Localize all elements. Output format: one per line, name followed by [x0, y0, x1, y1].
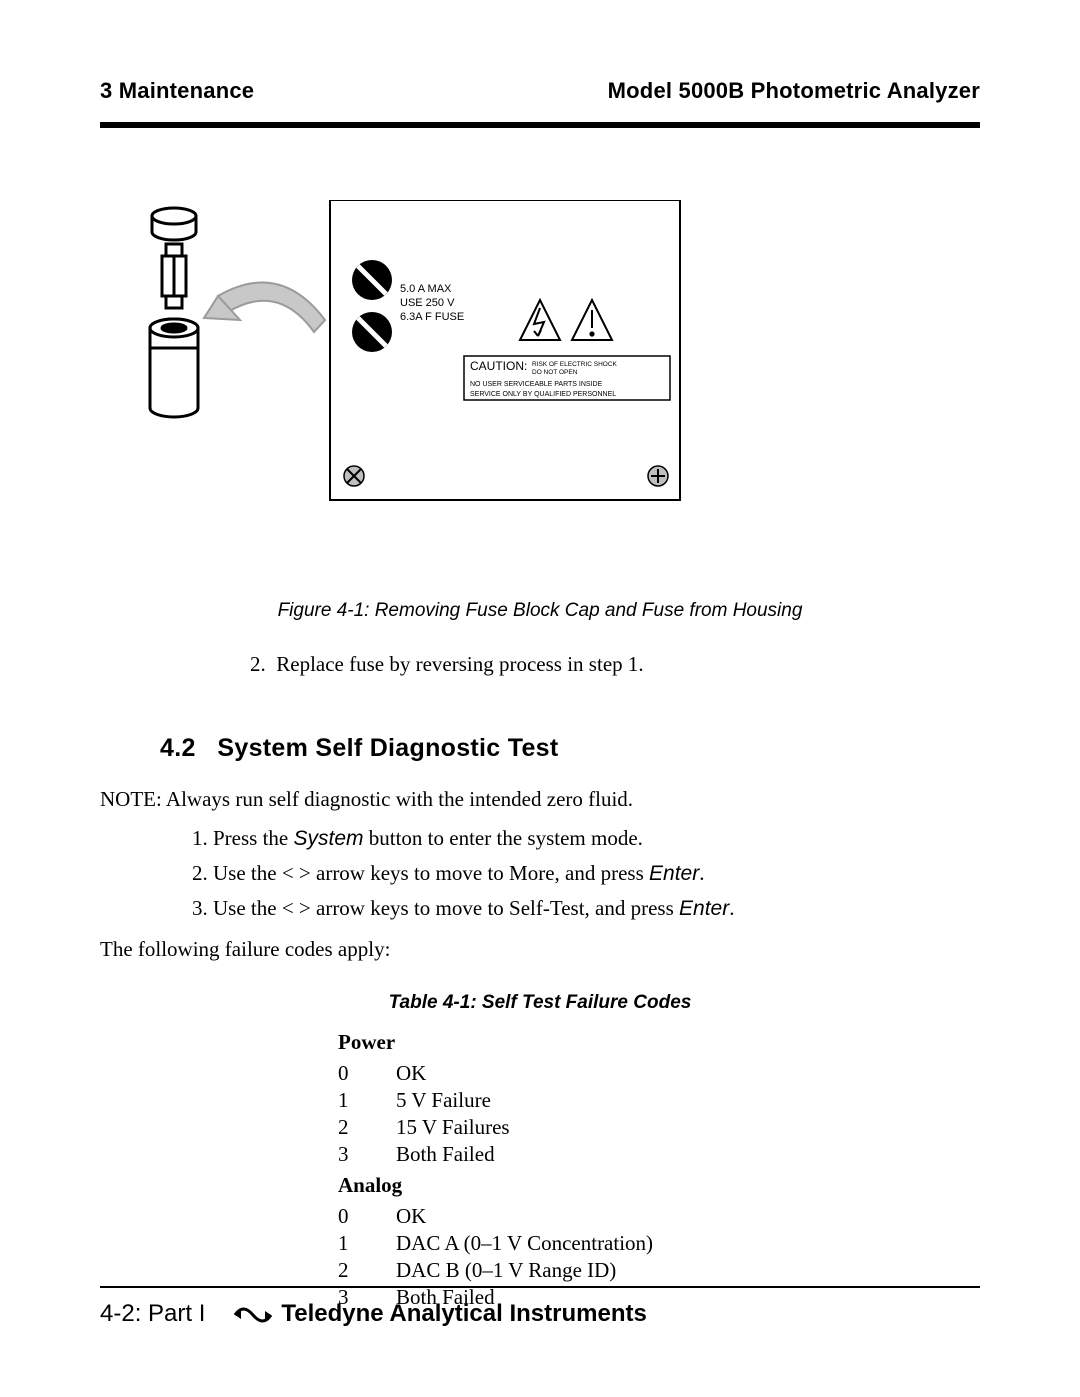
- header-rule: [100, 122, 980, 128]
- step-2: 2. Replace fuse by reversing process in …: [250, 650, 980, 678]
- figure-caption: Figure 4-1: Removing Fuse Block Cap and …: [100, 600, 980, 622]
- panel-label-1: 5.0 A MAX: [400, 283, 452, 295]
- figure-4-1: 5.0 A MAX USE 250 V 6.3A F FUSE CAUTION:: [100, 200, 980, 562]
- code-description: 15 V Failures: [396, 1115, 510, 1140]
- code-number: 3: [338, 1142, 396, 1167]
- panel-label-2: USE 250 V: [400, 297, 455, 309]
- footer-page-number: 4-2: Part I: [100, 1300, 205, 1328]
- code-row: 1DAC A (0–1 V Concentration): [338, 1231, 980, 1256]
- header-left: 3 Maintenance: [100, 78, 254, 104]
- step-keyword: System: [294, 827, 364, 850]
- code-description: 5 V Failure: [396, 1088, 491, 1113]
- header-right: Model 5000B Photometric Analyzer: [608, 78, 980, 104]
- code-description: DAC B (0–1 V Range ID): [396, 1258, 616, 1283]
- caution-line2: NO USER SERVICEABLE PARTS INSIDE: [470, 381, 603, 388]
- step-text-pre: Use the < > arrow keys to move to More, …: [213, 861, 649, 885]
- step-text-pre: Use the < > arrow keys to move to Self-T…: [213, 896, 679, 920]
- section-heading: 4.2 System Self Diagnostic Test: [160, 734, 980, 763]
- code-description: DAC A (0–1 V Concentration): [396, 1231, 653, 1256]
- code-row: 215 V Failures: [338, 1115, 980, 1140]
- footer-brand-text: Teledyne Analytical Instruments: [281, 1300, 646, 1328]
- code-row: 0OK: [338, 1061, 980, 1086]
- step-number: 3.: [192, 896, 213, 920]
- code-row: 2DAC B (0–1 V Range ID): [338, 1258, 980, 1283]
- section-title: System Self Diagnostic Test: [217, 734, 558, 762]
- step-text-post: .: [729, 896, 734, 920]
- diagnostic-step: 3. Use the < > arrow keys to move to Sel…: [192, 896, 980, 921]
- diagnostic-step: 1. Press the System button to enter the …: [192, 826, 980, 851]
- code-number: 2: [338, 1258, 396, 1283]
- footer-brand: Teledyne Analytical Instruments: [233, 1300, 646, 1328]
- code-number: 0: [338, 1204, 396, 1229]
- codes-group-heading: Analog: [338, 1173, 980, 1198]
- diagnostic-step: 2. Use the < > arrow keys to move to Mor…: [192, 861, 980, 886]
- step-text-post: .: [699, 861, 704, 885]
- step-2-num: 2.: [250, 652, 266, 676]
- caution-title: CAUTION:: [470, 359, 527, 373]
- code-row: 3Both Failed: [338, 1142, 980, 1167]
- table-title: Table 4-1: Self Test Failure Codes: [100, 992, 980, 1014]
- section-number: 4.2: [160, 734, 196, 762]
- step-2-text: Replace fuse by reversing process in ste…: [276, 652, 643, 676]
- code-row: 15 V Failure: [338, 1088, 980, 1113]
- panel-label-3: 6.3A F FUSE: [400, 311, 464, 323]
- diagnostic-steps: 1. Press the System button to enter the …: [192, 826, 980, 921]
- step-keyword: Enter: [679, 897, 729, 920]
- code-number: 2: [338, 1115, 396, 1140]
- code-number: 1: [338, 1231, 396, 1256]
- footer-rule: [100, 1286, 980, 1288]
- code-description: OK: [396, 1061, 426, 1086]
- apply-line: The following failure codes apply:: [100, 937, 980, 962]
- step-keyword: Enter: [649, 862, 699, 885]
- code-description: Both Failed: [396, 1142, 495, 1167]
- step-text-post: button to enter the system mode.: [364, 826, 643, 850]
- step-number: 1.: [192, 826, 213, 850]
- step-number: 2.: [192, 861, 213, 885]
- codes-group-heading: Power: [338, 1030, 980, 1055]
- page-header: 3 Maintenance Model 5000B Photometric An…: [100, 78, 980, 104]
- page-footer: 4-2: Part I Teledyne Analytical Instrume…: [100, 1300, 980, 1328]
- code-number: 1: [338, 1088, 396, 1113]
- code-description: OK: [396, 1204, 426, 1229]
- caution-sub2: DO NOT OPEN: [532, 369, 578, 376]
- caution-line3: SERVICE ONLY BY QUALIFIED PERSONNEL: [470, 391, 616, 398]
- note-line: NOTE: Always run self diagnostic with th…: [100, 787, 980, 812]
- failure-codes-table: Power0OK15 V Failure215 V Failures3Both …: [338, 1030, 980, 1310]
- caution-sub1: RISK OF ELECTRIC SHOCK: [532, 361, 618, 368]
- code-number: 0: [338, 1061, 396, 1086]
- code-row: 0OK: [338, 1204, 980, 1229]
- teledyne-logo-icon: [233, 1304, 273, 1324]
- step-text-pre: Press the: [213, 826, 294, 850]
